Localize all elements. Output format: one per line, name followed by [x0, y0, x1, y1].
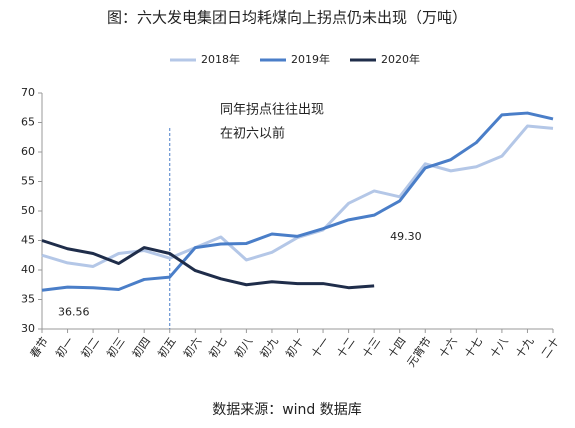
x-tick-label: 初五 [155, 334, 179, 360]
legend-label: 2019年 [291, 52, 330, 66]
source: 数据来源：wind 数据库 [212, 402, 362, 418]
y-tick-label: 60 [21, 145, 35, 158]
x-tick-label: 十九 [512, 334, 536, 360]
y-tick-label: 65 [21, 116, 35, 129]
value-label: 36.56 [58, 305, 90, 318]
x-tick-label: 十八 [487, 334, 511, 360]
value-label: 49.30 [390, 230, 422, 243]
legend-label: 2018年 [201, 52, 240, 66]
x-tick-label: 初十 [282, 334, 306, 360]
x-tick-label: 十二 [333, 334, 357, 360]
x-tick-label: 十三 [359, 334, 383, 360]
x-tick-label: 初八 [231, 334, 255, 360]
x-tick-label: 春节 [28, 335, 51, 360]
y-tick-label: 50 [21, 204, 35, 217]
line-series [41, 111, 554, 292]
y-tick-label: 45 [21, 234, 35, 247]
y-tick-label: 35 [21, 293, 35, 306]
y-tick-label: 40 [21, 263, 35, 276]
x-tick-label: 初二 [78, 334, 102, 360]
x-tick-label: 初九 [257, 334, 281, 360]
x-tick-label: 初七 [206, 334, 230, 360]
x-tick-label: 十七 [461, 334, 485, 360]
x-tick-label: 初四 [129, 334, 153, 360]
x-tick-label: 十六 [436, 334, 460, 360]
y-tick-label: 55 [21, 175, 35, 188]
x-tick-label: 二十 [538, 334, 562, 360]
x-tick-label: 初三 [103, 334, 127, 360]
legend-label: 2020年 [381, 52, 420, 66]
line-series [41, 124, 554, 268]
annotation: 同年拐点往往出现 [220, 103, 324, 118]
line-series [41, 239, 375, 290]
y-tick-label: 30 [21, 322, 35, 335]
x-tick-label: 初六 [180, 334, 204, 360]
x-tick-label: 元宵节 [404, 334, 434, 369]
x-tick-label: 初一 [52, 334, 76, 360]
annotation: 在初六以前 [220, 126, 285, 142]
chart-title: 图：六大发电集团日均耗煤向上拐点仍未出现（万吨） [107, 9, 467, 27]
y-tick-label: 70 [21, 86, 35, 99]
x-tick-label: 十四 [385, 334, 409, 360]
x-tick-label: 十一 [308, 334, 332, 360]
